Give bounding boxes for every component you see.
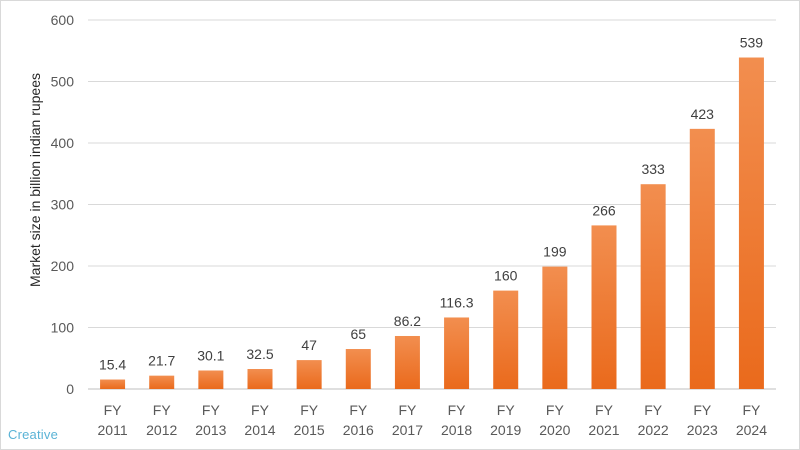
data-label: 199 — [543, 244, 567, 260]
x-tick-label: 2020 — [539, 422, 570, 438]
bar — [345, 349, 371, 389]
x-tick-label: 2021 — [588, 422, 619, 438]
x-tick-label: FY — [202, 402, 221, 418]
x-tick-label: FY — [742, 402, 761, 418]
bar — [689, 128, 715, 390]
x-tick-label: 2017 — [392, 422, 423, 438]
data-label: 423 — [691, 106, 715, 122]
x-tick-label: FY — [546, 402, 565, 418]
x-tick-label: FY — [448, 402, 467, 418]
x-tick-label: 2022 — [638, 422, 669, 438]
bar — [542, 266, 568, 389]
x-tick-label: 2011 — [98, 422, 128, 438]
bar — [640, 184, 666, 389]
data-label: 86.2 — [394, 313, 421, 329]
data-label: 30.1 — [197, 347, 224, 363]
y-tick-label: 500 — [51, 74, 75, 90]
y-tick-label: 200 — [51, 258, 75, 274]
y-axis-title: Market size in billion indian rupees — [27, 73, 43, 287]
y-tick-label: 600 — [51, 12, 75, 28]
data-label: 32.5 — [246, 346, 273, 362]
x-tick-label: FY — [349, 402, 368, 418]
x-axis-ticks: FY 2011 FY 2012 FY 2013 FY 2014 FY 2015 FY 2016 FY 20… — [98, 402, 768, 438]
bar — [198, 370, 224, 389]
data-labels: 15.4 21.7 30.1 32.5 47 65 86.2 116.3 160 199 266 33… — [99, 35, 763, 373]
x-tick-label: FY — [693, 402, 712, 418]
bar — [394, 335, 420, 389]
bar — [493, 290, 519, 389]
data-label: 539 — [740, 35, 764, 51]
x-tick-label: 2013 — [195, 422, 226, 438]
y-axis-ticks: 0 100 200 300 400 500 600 — [51, 12, 75, 397]
data-label: 160 — [494, 268, 518, 284]
x-tick-label: FY — [153, 402, 172, 418]
creative-watermark: Creative — [8, 427, 59, 442]
x-tick-label: 2023 — [687, 422, 718, 438]
bar — [738, 57, 764, 389]
x-tick-label: FY — [644, 402, 663, 418]
x-tick-label: FY — [398, 402, 417, 418]
bar — [444, 317, 470, 389]
x-tick-label: 2015 — [294, 422, 325, 438]
x-tick-label: 2024 — [736, 422, 767, 438]
x-tick-label: 2012 — [146, 422, 177, 438]
bar — [247, 369, 273, 389]
y-tick-label: 300 — [51, 197, 75, 213]
x-tick-label: FY — [497, 402, 516, 418]
data-label: 15.4 — [99, 357, 126, 373]
x-tick-label: FY — [251, 402, 270, 418]
data-label: 47 — [301, 337, 317, 353]
bar — [149, 375, 175, 389]
x-tick-label: FY — [104, 402, 123, 418]
x-tick-label: FY — [595, 402, 614, 418]
bar — [591, 225, 617, 389]
x-tick-label: 2018 — [441, 422, 472, 438]
data-label: 116.3 — [440, 294, 474, 310]
data-label: 65 — [350, 326, 366, 342]
data-label: 21.7 — [148, 353, 175, 369]
gridlines — [88, 19, 776, 390]
bar — [296, 360, 322, 389]
x-tick-label: 2019 — [490, 422, 521, 438]
y-tick-label: 400 — [51, 135, 75, 151]
x-tick-label: 2016 — [343, 422, 374, 438]
data-label: 266 — [592, 202, 616, 218]
x-tick-label: FY — [300, 402, 319, 418]
x-tick-label: 2014 — [244, 422, 275, 438]
y-tick-label: 100 — [51, 320, 75, 336]
data-label: 333 — [641, 161, 665, 177]
bars — [100, 57, 764, 390]
y-tick-label: 0 — [66, 381, 74, 397]
bar — [100, 379, 126, 389]
